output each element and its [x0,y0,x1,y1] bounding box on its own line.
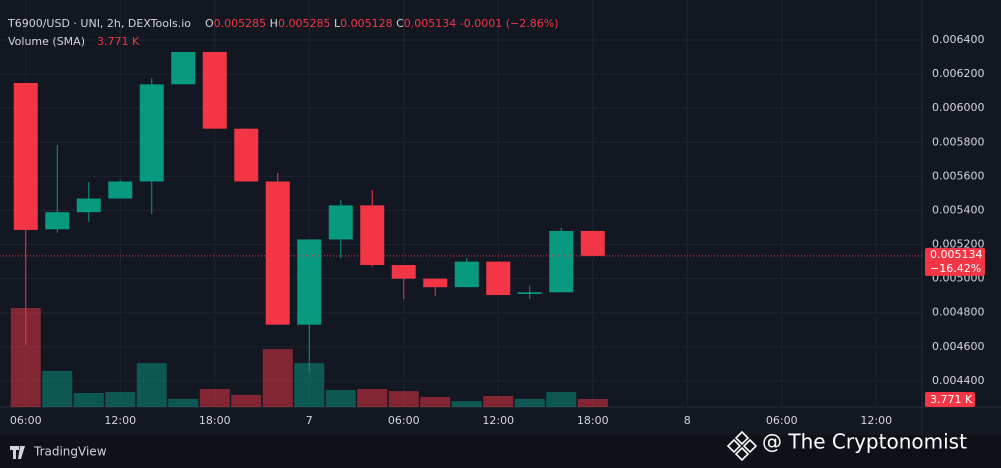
volume-bar [136,363,167,407]
volume-title: Volume (SMA) [8,35,85,48]
volume-bar [546,391,577,407]
x-tick-label: 18:00 [199,414,231,427]
volume-badge [925,392,975,407]
volume-bar [42,370,73,407]
volume-bar [73,393,104,407]
ohlc-value: 0.005285 [278,17,331,30]
y-tick-label: 0.004800 [932,306,985,319]
y-tick-label: 0.006000 [932,101,985,114]
candle-body [76,198,101,213]
volume-bar [262,349,293,407]
volume-bar [483,395,514,407]
volume-bar [105,391,136,407]
volume-bar [451,401,482,407]
watermark: @ The Cryptonomist [762,430,967,454]
x-tick-label: 12:00 [860,414,892,427]
y-tick-label: 0.006400 [932,33,985,46]
candle-body [45,212,70,230]
volume-bar [357,388,388,407]
y-tick-label: 0.005800 [932,135,985,148]
marks [10,51,608,407]
x-tick-label: 18:00 [577,414,609,427]
tradingview-logo: TradingView [10,445,107,459]
candle-body [486,261,511,296]
x-tick-label: 12:00 [104,414,136,427]
candle-body [580,230,605,256]
volume-value: 3.771 K [97,35,140,48]
price-badge [925,247,985,276]
volume-bar [199,388,230,407]
watermark-logo: @ The Cryptonomist [726,430,967,462]
ohlc-value: 0.005285 [214,17,267,30]
volume-bar [388,391,419,407]
volume-bar [420,397,451,407]
candle-body [265,181,290,325]
candle-body [360,205,385,266]
candle-body [13,82,38,230]
ohlc-change: -0.0001 (−2.86%) [460,17,559,30]
x-tick-label: 8 [684,414,691,427]
candle-body [108,181,133,199]
candle-body [549,230,574,293]
y-tick-label: 0.005200 [932,238,985,251]
ohlc: O0.005285 H0.005285 L0.005128 C0.005134 … [205,17,558,30]
volume-bar [514,398,545,407]
candle-body [234,128,259,182]
symbol: T6900/USD · UNI, 2h, DEXTools.io [7,17,191,30]
x-tick-label: 06:00 [766,414,798,427]
x-tick-label: 06:00 [388,414,420,427]
candle-body [328,205,353,240]
y-tick-label: 0.005400 [932,203,985,216]
ohlc-label: H [270,17,278,30]
brand: TradingView [33,445,107,459]
x-tick-label: 06:00 [10,414,42,427]
ohlc-value: 0.005134 [404,17,457,30]
volume-badge-label: 3.771 K [930,393,973,406]
overlay: 0.0044000.0046000.0048000.0050000.005200… [0,33,985,427]
y-tick-label: 0.005600 [932,169,985,182]
candle-body [171,51,196,85]
footer-bar [0,435,1001,468]
ohlc-label: C [396,17,404,30]
candle-body [423,278,448,288]
volume-bar [168,398,199,407]
y-tick-label: 0.004400 [932,374,985,387]
x-tick-label: 12:00 [482,414,514,427]
x-tick-label: 7 [306,414,313,427]
candle-body [517,292,542,294]
volume-bar [577,399,608,407]
price-label: 0.005134 [930,248,983,261]
candle-body [454,261,479,288]
ohlc-label: L [334,17,341,30]
candle-body [391,265,416,279]
y-tick-label: 0.006200 [932,67,985,80]
volume-bar [325,390,356,407]
price-change: −16.42% [930,262,981,275]
ohlc-value: 0.005128 [340,17,393,30]
candle-body [202,51,227,129]
candle-body [139,84,164,182]
volume-bar [231,394,262,407]
candle-body [297,239,322,325]
ohlc-label: O [205,17,214,30]
y-tick-label: 0.004600 [932,340,985,353]
